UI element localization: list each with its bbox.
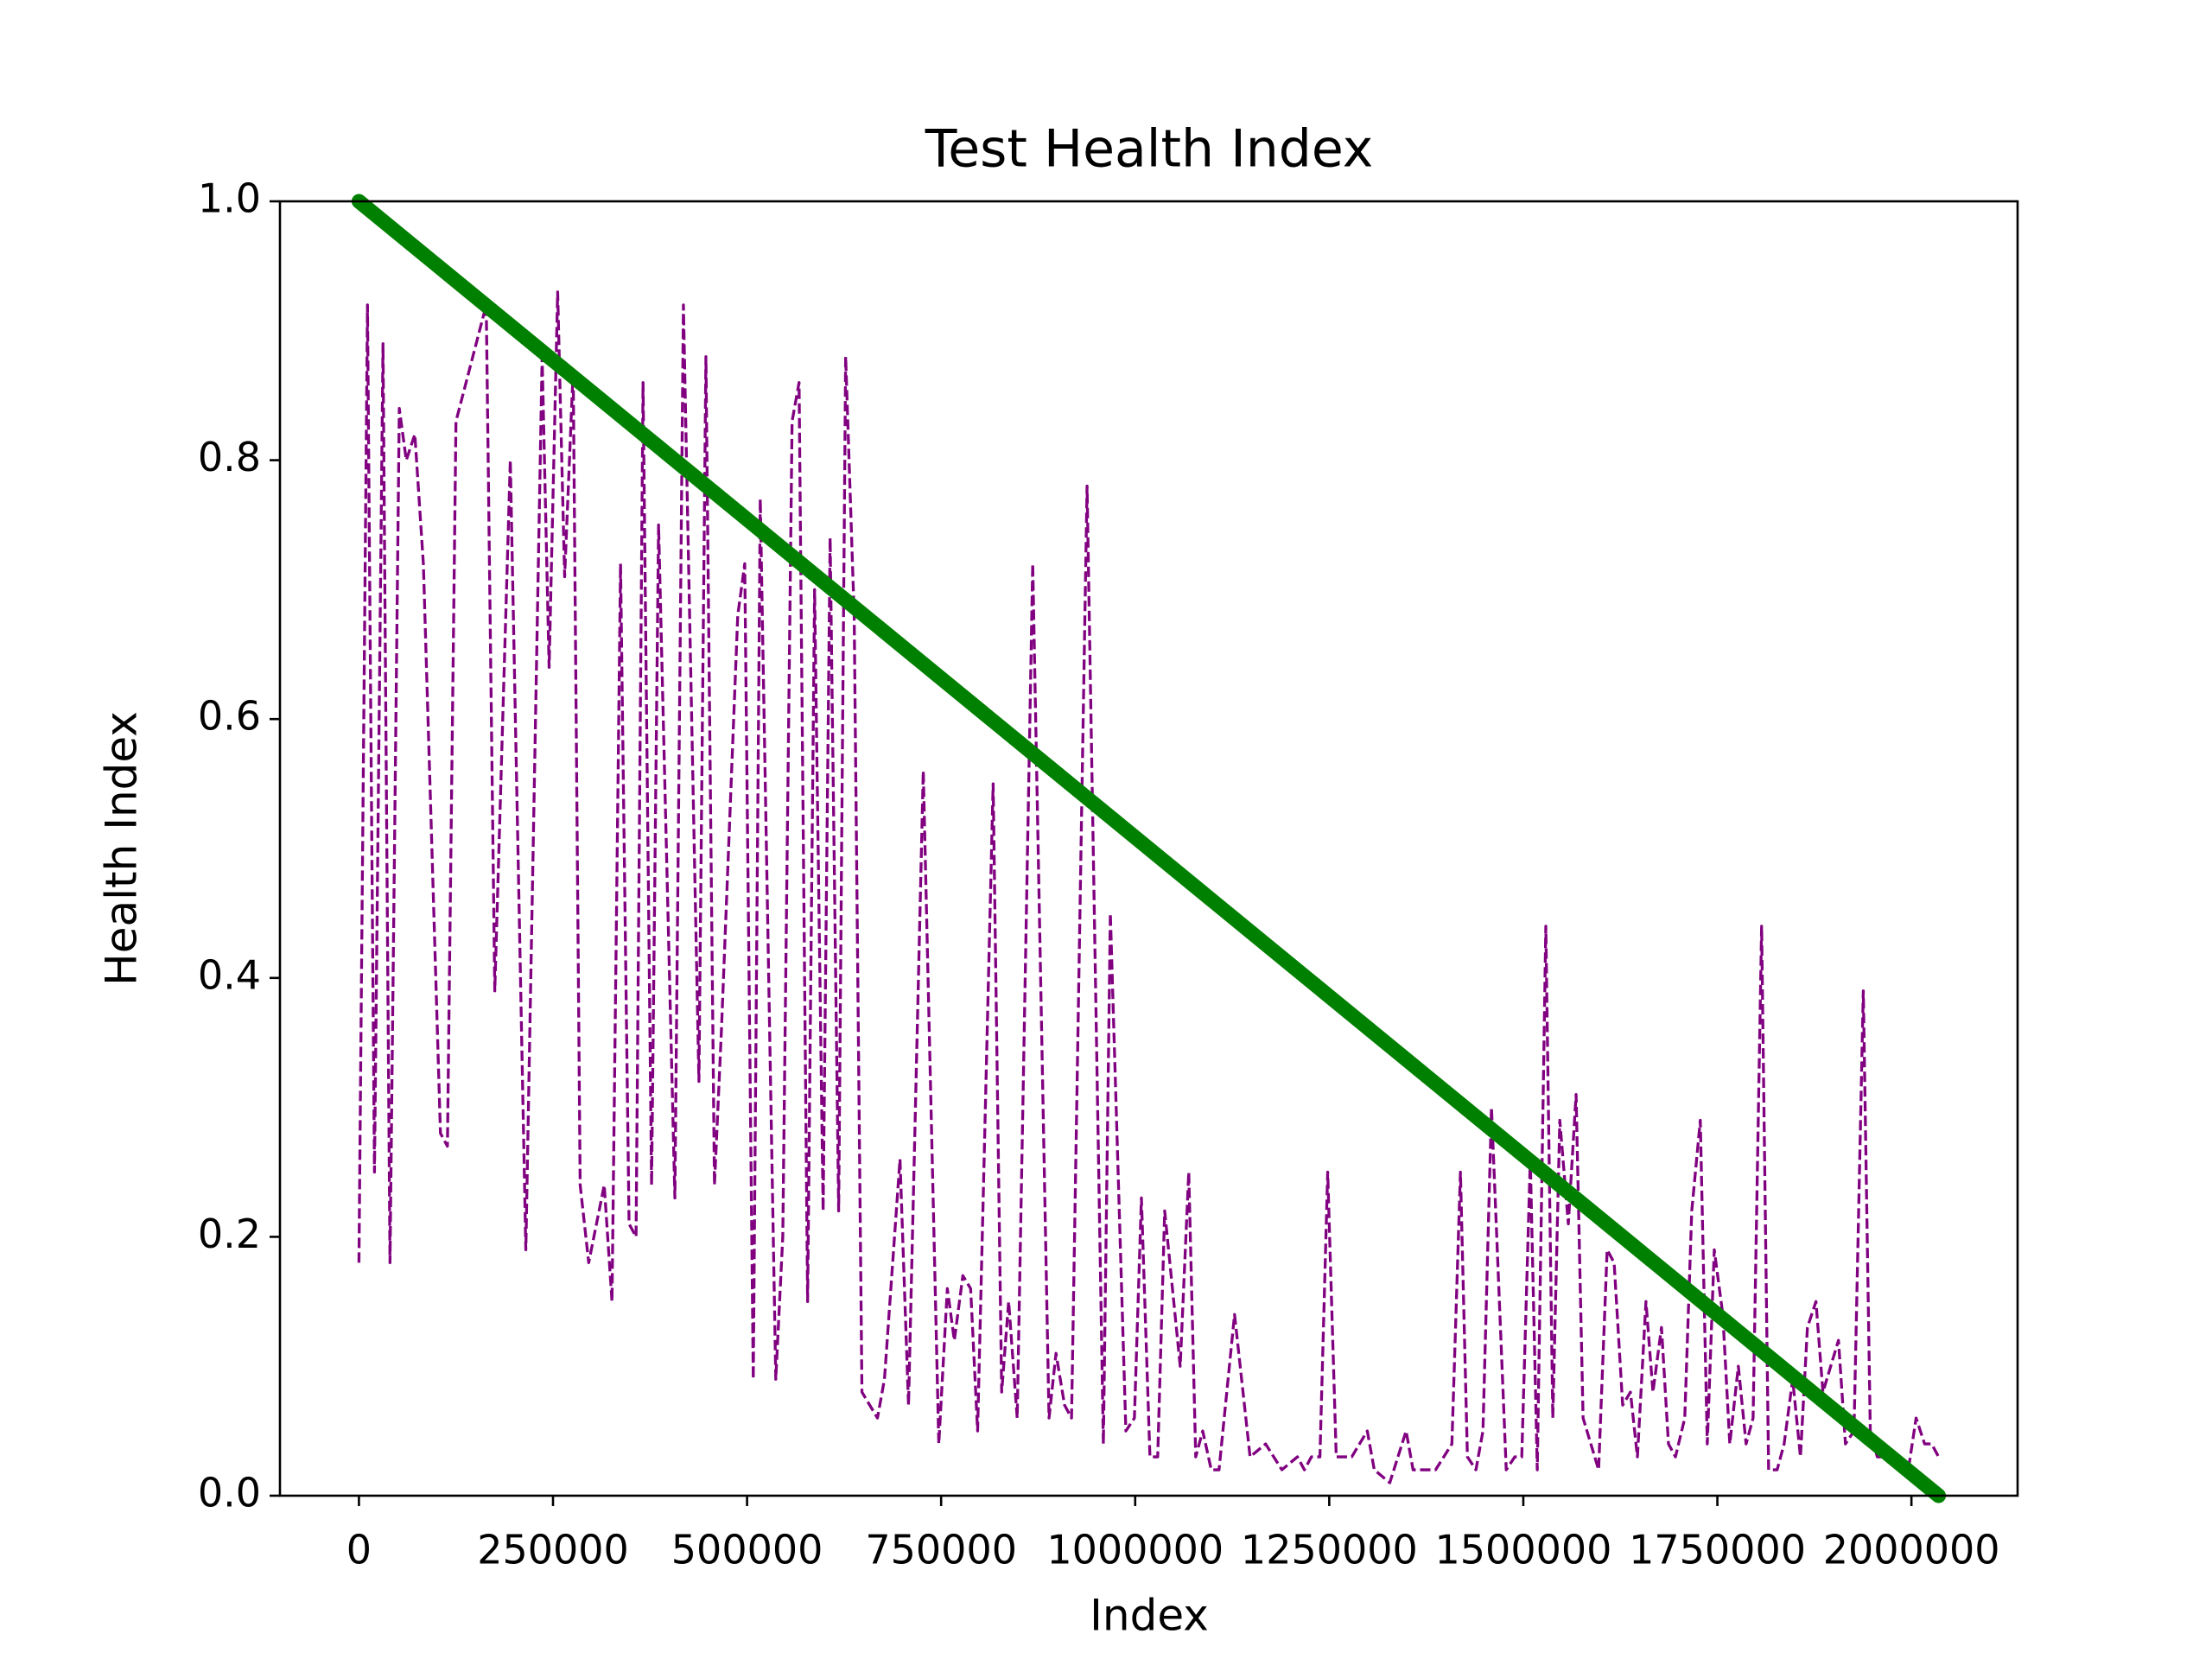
y-tick-label: 0.2 [198, 1211, 261, 1257]
x-tick-label: 1500000 [1435, 1527, 1612, 1573]
trend-line [351, 194, 1947, 1503]
x-tick-label: 2000000 [1823, 1527, 2000, 1573]
y-tick-label: 0.8 [198, 434, 261, 480]
x-tick-label: 1750000 [1629, 1527, 1806, 1573]
plot-frame [278, 200, 2019, 1497]
y-axis-label: Health Index [97, 711, 147, 986]
x-tick-label: 500000 [671, 1527, 823, 1573]
x-tick-label: 1000000 [1046, 1527, 1224, 1573]
x-tick-label: 0 [346, 1527, 372, 1573]
x-axis-label: Index [1090, 1591, 1209, 1641]
x-tick-label: 1250000 [1241, 1527, 1418, 1573]
y-tick-label: 0.6 [198, 693, 261, 740]
x-tick-label: 750000 [865, 1527, 1017, 1573]
y-tick-label: 0.0 [198, 1470, 261, 1516]
y-tick-label: 1.0 [198, 175, 261, 222]
chart-title: Test Health Index [925, 119, 1374, 180]
y-tick-label: 0.4 [198, 951, 261, 998]
x-tick-label: 250000 [477, 1527, 629, 1573]
